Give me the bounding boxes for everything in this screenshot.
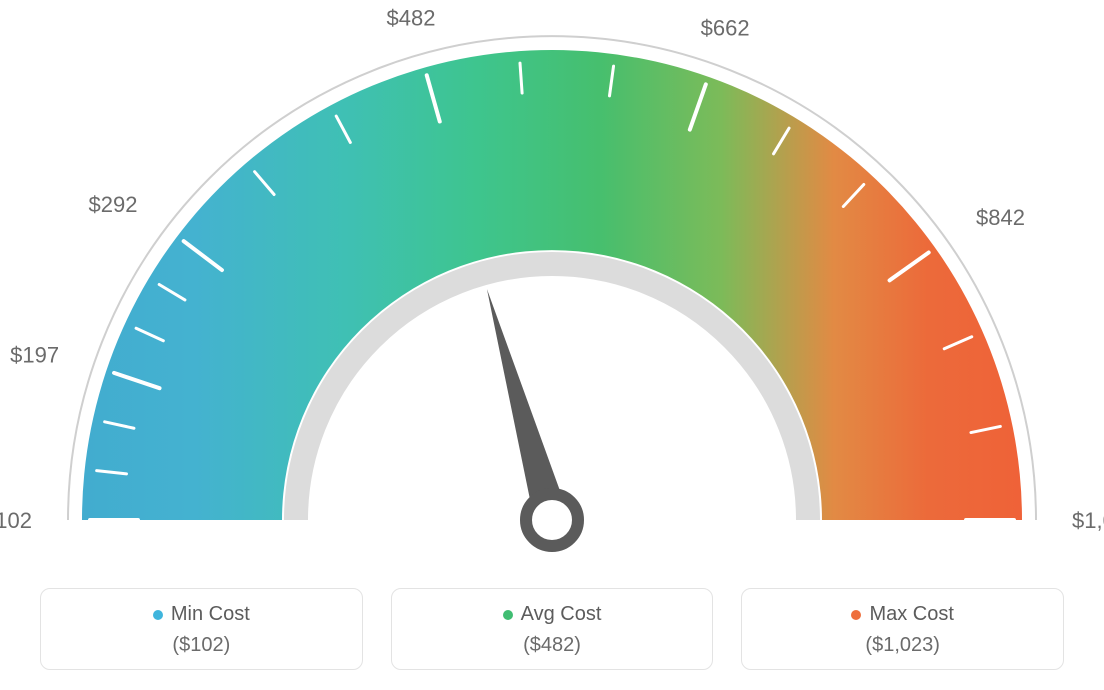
svg-text:$842: $842 (976, 205, 1025, 230)
svg-text:$292: $292 (88, 192, 137, 217)
legend-title-avg: Avg Cost (503, 603, 602, 626)
svg-text:$102: $102 (0, 508, 32, 533)
svg-text:$482: $482 (387, 5, 436, 30)
svg-text:$1,023: $1,023 (1072, 508, 1104, 533)
svg-text:$197: $197 (10, 342, 59, 367)
chart-container: $102 $197 $292 $482 $662 $842 $1,023 Min Cost … (0, 0, 1104, 690)
legend-dot-max (851, 610, 861, 620)
legend-row: Min Cost ($102) Avg Cost ($482) Max Cost… (0, 588, 1104, 670)
legend-value-avg: ($482) (402, 634, 703, 657)
legend-value-min: ($102) (51, 634, 352, 657)
legend-label-avg: Avg Cost (521, 603, 602, 626)
svg-text:$662: $662 (701, 16, 750, 41)
legend-card-avg: Avg Cost ($482) (391, 588, 714, 670)
legend-value-max: ($1,023) (752, 634, 1053, 657)
gauge-chart: $102 $197 $292 $482 $662 $842 $1,023 (0, 0, 1104, 570)
legend-title-max: Max Cost (851, 603, 953, 626)
legend-card-max: Max Cost ($1,023) (741, 588, 1064, 670)
legend-label-min: Min Cost (171, 603, 250, 626)
legend-dot-min (153, 610, 163, 620)
legend-label-max: Max Cost (869, 603, 953, 626)
legend-card-min: Min Cost ($102) (40, 588, 363, 670)
legend-title-min: Min Cost (153, 603, 250, 626)
legend-dot-avg (503, 610, 513, 620)
gauge-svg: $102 $197 $292 $482 $662 $842 $1,023 (0, 0, 1104, 570)
